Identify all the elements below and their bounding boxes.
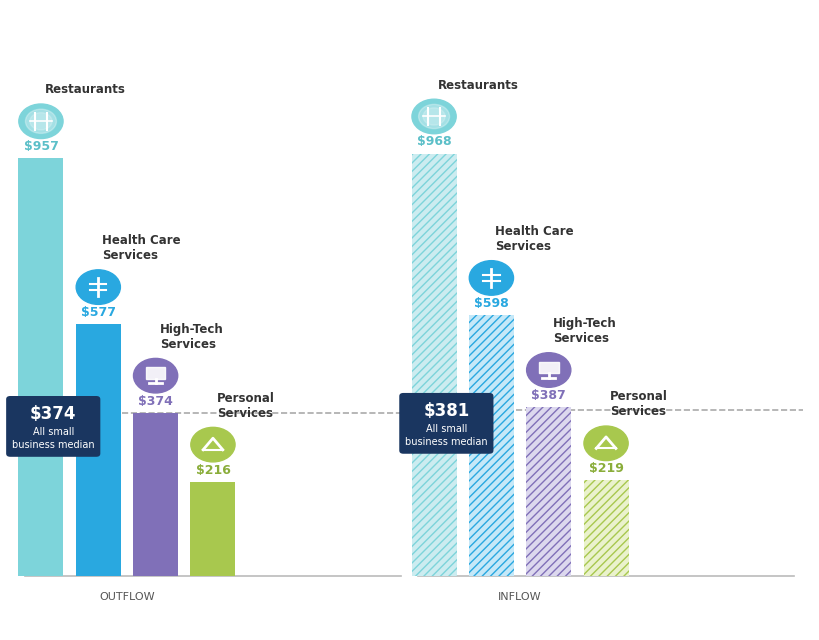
Bar bbox=[18, 158, 64, 576]
Text: $374: $374 bbox=[138, 395, 173, 408]
Bar bbox=[468, 315, 514, 576]
Circle shape bbox=[191, 428, 235, 462]
Circle shape bbox=[25, 109, 57, 133]
FancyBboxPatch shape bbox=[400, 393, 493, 454]
Text: $374: $374 bbox=[30, 405, 76, 424]
Circle shape bbox=[527, 353, 571, 387]
Bar bbox=[146, 367, 165, 379]
Text: $219: $219 bbox=[589, 462, 623, 476]
Bar bbox=[411, 154, 457, 576]
Text: INFLOW: INFLOW bbox=[498, 592, 542, 602]
Circle shape bbox=[469, 260, 514, 295]
Text: High-Tech
Services: High-Tech Services bbox=[160, 323, 224, 351]
Circle shape bbox=[76, 270, 120, 305]
Text: $577: $577 bbox=[81, 306, 115, 319]
Text: Health Care
Services: Health Care Services bbox=[495, 225, 574, 253]
Text: $387: $387 bbox=[532, 389, 566, 402]
Circle shape bbox=[133, 358, 178, 393]
Text: $957: $957 bbox=[24, 140, 58, 153]
FancyBboxPatch shape bbox=[7, 396, 101, 457]
Circle shape bbox=[412, 99, 456, 134]
Text: $968: $968 bbox=[417, 136, 451, 148]
Text: Personal
Services: Personal Services bbox=[217, 392, 275, 420]
Bar bbox=[76, 324, 121, 576]
Circle shape bbox=[419, 104, 450, 129]
Bar bbox=[539, 362, 559, 373]
Bar bbox=[583, 481, 629, 576]
Text: All small
business median: All small business median bbox=[12, 427, 94, 449]
Text: Restaurants: Restaurants bbox=[438, 79, 519, 92]
Bar bbox=[526, 407, 571, 576]
Text: High-Tech
Services: High-Tech Services bbox=[553, 317, 617, 345]
Circle shape bbox=[19, 104, 63, 138]
Text: $216: $216 bbox=[196, 463, 230, 477]
Circle shape bbox=[423, 108, 446, 125]
Text: $598: $598 bbox=[474, 297, 509, 310]
Bar bbox=[190, 482, 236, 576]
Text: $381: $381 bbox=[423, 403, 469, 420]
Text: OUTFLOW: OUTFLOW bbox=[99, 592, 155, 602]
Bar bbox=[133, 413, 179, 576]
Text: All small
business median: All small business median bbox=[405, 424, 487, 447]
Circle shape bbox=[584, 426, 628, 461]
Text: Health Care
Services: Health Care Services bbox=[102, 234, 181, 262]
Text: Personal
Services: Personal Services bbox=[610, 390, 668, 419]
Circle shape bbox=[30, 113, 52, 130]
Text: Restaurants: Restaurants bbox=[45, 83, 126, 97]
